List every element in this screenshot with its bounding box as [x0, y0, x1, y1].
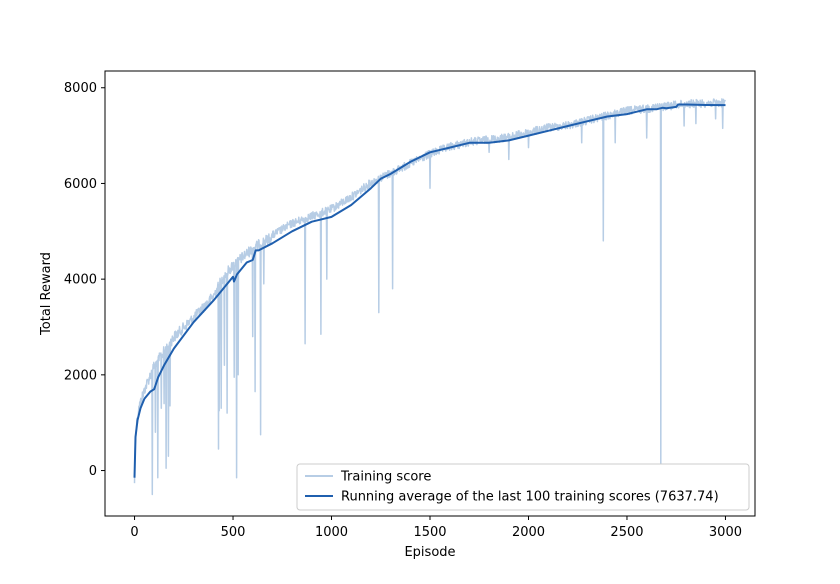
- x-tick-label: 0: [130, 525, 138, 540]
- y-tick-label: 0: [89, 464, 97, 479]
- series-running-average-line: [133, 103, 726, 478]
- y-axis: 0 2000 4000 6000 8000: [64, 81, 105, 479]
- x-tick-label: 3000: [709, 525, 742, 540]
- x-tick-label: 2500: [610, 525, 643, 540]
- x-tick-label: 1500: [413, 525, 446, 540]
- y-tick-label: 2000: [64, 368, 97, 383]
- y-tick-label: 4000: [64, 273, 97, 288]
- y-tick-label: 8000: [64, 81, 97, 96]
- plot-area: [133, 98, 727, 496]
- x-tick-label: 2000: [512, 525, 545, 540]
- legend-label-running-average: Running average of the last 100 training…: [341, 490, 719, 505]
- x-axis-label: Episode: [404, 545, 455, 560]
- legend: Training score Running average of the la…: [296, 463, 750, 511]
- x-tick-label: 1000: [315, 525, 348, 540]
- legend-label-training-score: Training score: [340, 470, 431, 485]
- x-tick-label: 500: [221, 525, 246, 540]
- y-tick-label: 6000: [64, 177, 97, 192]
- x-axis: 0 500 1000 1500 2000 2500 3000: [130, 516, 742, 540]
- y-axis-label: Total Reward: [39, 252, 54, 336]
- series-training-score-line: [133, 98, 727, 496]
- legend-box: [296, 463, 750, 511]
